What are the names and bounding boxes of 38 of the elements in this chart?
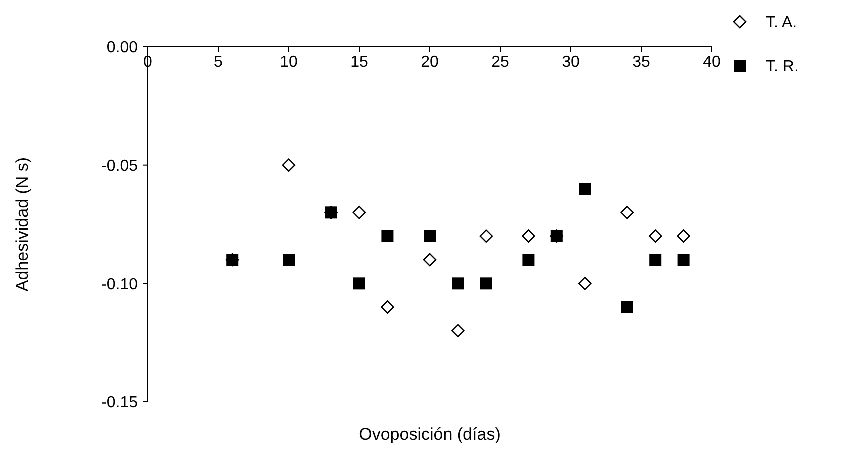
legend-label: T. R. [766, 58, 799, 76]
y-tick-label: 0.00 [106, 40, 138, 57]
point [522, 230, 536, 243]
x-tick-label: 10 [280, 54, 298, 71]
legend-label: T. A. [766, 14, 798, 32]
y-tick-label: -0.10 [102, 276, 138, 294]
x-axis-title: Ovoposición (días) [359, 425, 501, 444]
point [522, 254, 535, 266]
point [381, 300, 394, 314]
x-tick-label: 30 [562, 54, 580, 71]
point [621, 301, 634, 314]
y-axis-title: Adhesividad (N s) [13, 157, 32, 292]
point [424, 230, 436, 242]
point [648, 230, 662, 243]
point [480, 230, 494, 243]
point [620, 206, 634, 220]
x-tick-label: 5 [214, 54, 224, 71]
point [354, 278, 366, 290]
point [452, 324, 465, 338]
point [452, 278, 464, 290]
point [480, 278, 492, 290]
x-tick-label: 15 [350, 54, 368, 71]
point [678, 254, 690, 266]
point [579, 183, 592, 195]
point [650, 254, 662, 266]
point [423, 253, 437, 267]
x-tick-label: 40 [703, 54, 721, 71]
point [578, 277, 592, 290]
point [283, 254, 295, 266]
y-tick-label: -0.15 [102, 394, 138, 412]
x-tick-label: 20 [421, 54, 439, 71]
point [282, 158, 296, 172]
point [352, 206, 366, 220]
y-tick-label: -0.05 [102, 158, 138, 175]
point [677, 230, 690, 243]
point [382, 230, 394, 242]
x-tick-label: 25 [492, 54, 510, 71]
x-tick-label: 35 [632, 54, 650, 71]
